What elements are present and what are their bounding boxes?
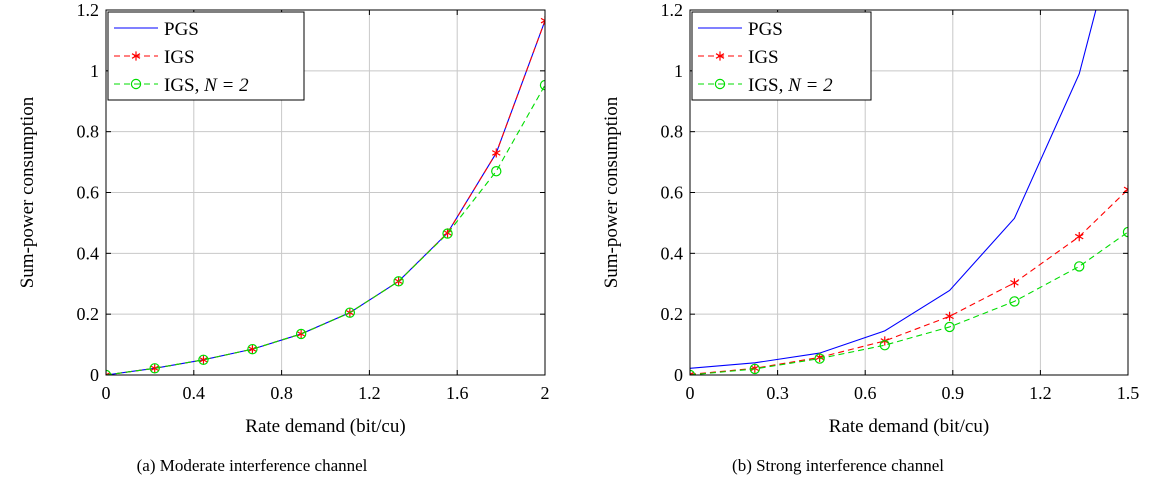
data-point [248,344,257,354]
data-point [150,363,160,373]
data-point [540,16,545,26]
series-line-0 [690,10,1097,369]
y-tick-label: 0.4 [77,243,100,263]
data-point [539,79,545,91]
y-tick-label: 0.2 [77,304,100,324]
data-point [1123,184,1128,195]
data-point [295,328,307,340]
data-point [1009,296,1020,307]
y-tick-label: 0.6 [77,183,100,203]
data-point [491,166,502,177]
x-tick-label: 1.2 [1029,383,1052,403]
y-tick-label: 0.6 [661,183,684,203]
data-point [106,370,111,375]
data-point [945,311,954,321]
y-axis-label: Sum-power consumption [601,96,622,288]
data-point [879,339,890,351]
x-tick-label: 0.6 [854,383,877,403]
legend-label: PGS [748,19,783,40]
figure-caption: (b) Strong interference channel [732,456,944,475]
y-tick-label: 1 [90,61,99,81]
legend-label: IGS, N = 2 [164,75,249,96]
data-point [442,228,453,239]
data-point [443,228,452,238]
series-line-1 [690,189,1128,375]
y-tick-label: 0 [90,365,99,385]
data-point [149,363,160,374]
x-tick-label: 0.8 [270,383,293,403]
y-tick-label: 1 [674,61,683,81]
data-point [690,369,695,375]
x-tick-label: 0 [102,383,111,403]
data-point [1074,232,1084,242]
chart-panel-a: 0 0.4 0.8 1.2 1.6 2 0 0.2 0.4 0.6 0.8 1 1.2 Rate dema… [17,0,550,475]
y-tick-label: 1.2 [661,0,684,20]
legend-label: IGS [164,47,195,68]
data-point [344,307,356,318]
y-tick-label: 0.2 [661,304,684,324]
x-tick-label: 0.4 [183,383,206,403]
legend-math: N = 2 [203,75,249,96]
data-point [1122,226,1128,238]
x-tick-label: 1.2 [358,383,381,403]
y-tick-label: 0 [674,365,683,385]
data-point [749,363,761,375]
legend-swatch-marker [131,51,141,61]
data-point [750,363,760,373]
legend-swatch-marker [714,78,726,90]
data-point [1010,278,1019,288]
plot-area [690,10,1128,375]
x-axis-label: Rate demand (bit/cu) [829,416,989,437]
x-axis-label: Rate demand (bit/cu) [245,416,405,437]
y-tick-label: 0.8 [77,122,100,142]
series-line-2 [106,84,545,375]
data-point [199,355,208,365]
legend-math: N = 2 [787,75,833,96]
y-axis-label: Sum-power consumption [17,96,38,288]
y-tick-label: 0.4 [661,243,684,263]
x-tick-label: 1.5 [1117,383,1140,403]
x-tick-label: 0.3 [766,383,789,403]
legend-label: IGS, N = 2 [748,75,833,96]
chart-panel-b: 0 0.3 0.6 0.9 1.2 1.5 0 0.2 0.4 0.6 0.8 1 1.2 Rate de… [601,0,1139,475]
x-tick-label: 0 [686,383,695,403]
legend-swatch-marker [130,78,142,90]
x-tick-label: 1.6 [446,383,469,403]
legend-label: PGS [164,19,199,40]
y-tick-label: 1.2 [77,0,100,20]
legend-swatch-marker [715,51,725,61]
data-point [247,343,258,355]
data-point [393,276,404,287]
figure-caption: (a) Moderate interference channel [137,456,368,475]
data-point [491,148,501,158]
x-tick-label: 0.9 [942,383,965,403]
data-point [198,354,209,365]
x-tick-label: 2 [541,383,550,403]
data-point [814,353,825,364]
y-tick-label: 0.8 [661,122,684,142]
legend-label: IGS [748,47,779,68]
data-point [944,321,955,333]
plot-area [106,16,545,375]
data-point [1074,261,1085,272]
series-line-2 [690,231,1128,375]
